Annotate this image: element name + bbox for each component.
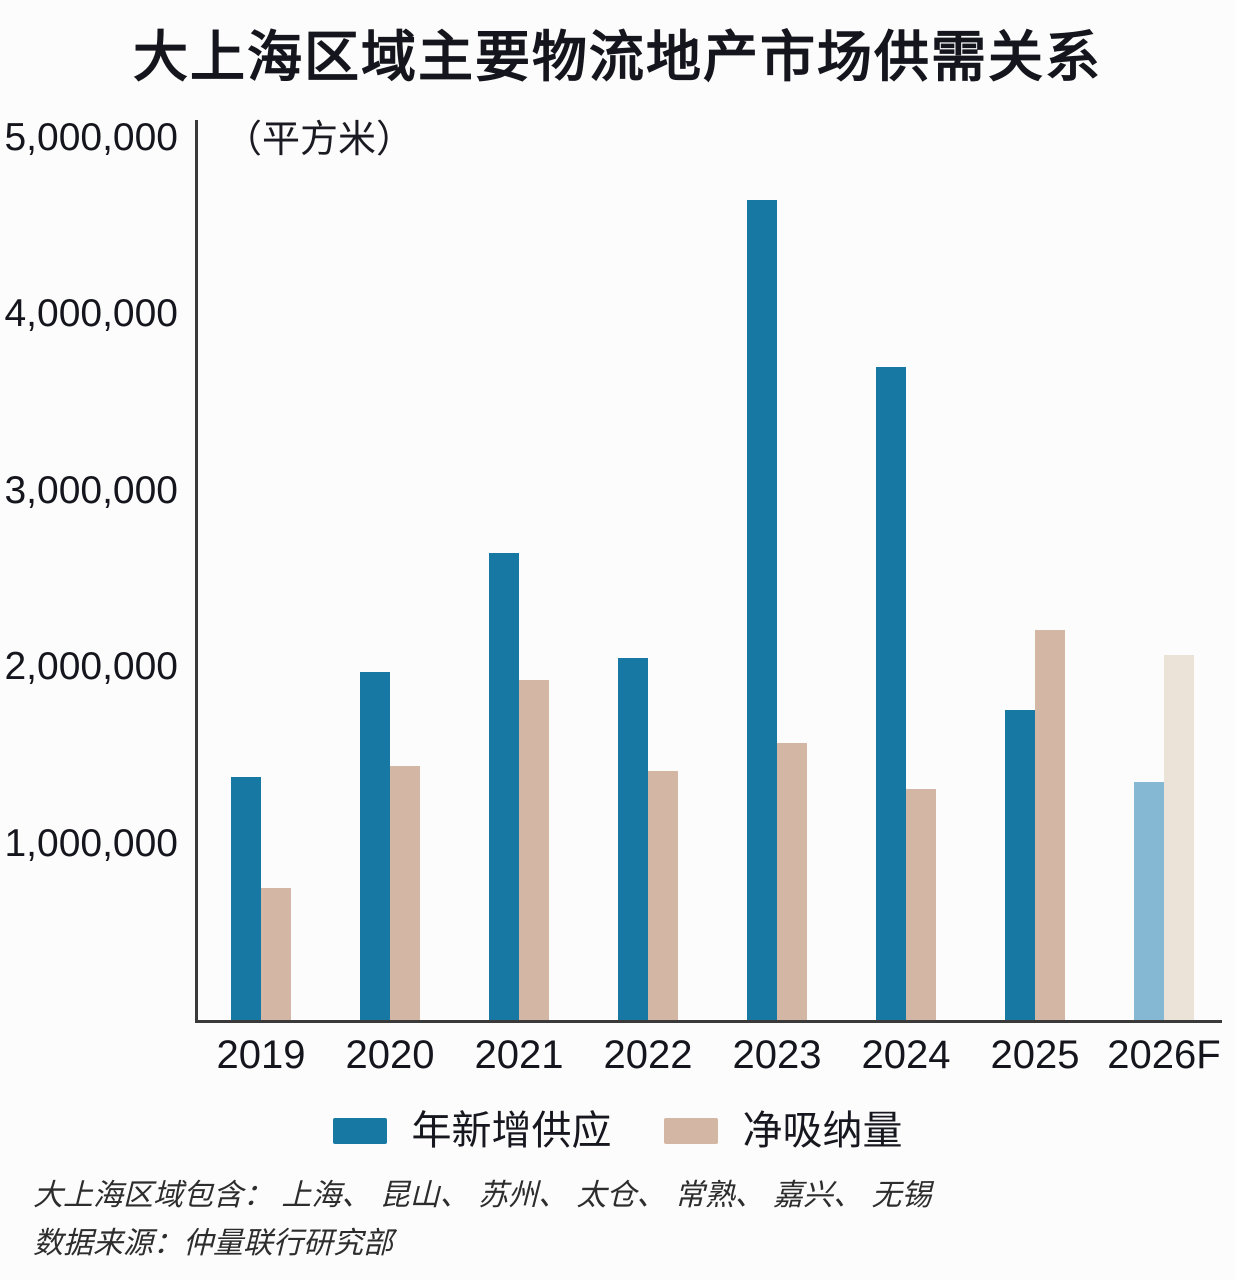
- legend-item-supply: 年新增供应: [332, 1106, 612, 1156]
- bar-supply-2019: [231, 776, 261, 1020]
- legend-swatch-supply-icon: [332, 1118, 387, 1144]
- x-axis-label-2020: 2020: [345, 1033, 435, 1077]
- x-axis-label-2021: 2021: [474, 1033, 564, 1077]
- x-axis-label-2019: 2019: [216, 1033, 306, 1077]
- bar-supply-2022: [618, 658, 648, 1020]
- y-axis-tick-label: 2,000,000: [4, 645, 178, 689]
- legend-label-absorption: 净吸纳量: [742, 1109, 903, 1153]
- bar-supply-2026F: [1134, 781, 1164, 1020]
- y-axis-unit-label: （平方米）: [224, 119, 415, 161]
- bar-absorption-2021: [519, 679, 549, 1020]
- bar-absorption-2022: [648, 771, 678, 1020]
- y-axis-tick-label: 4,000,000: [4, 292, 178, 336]
- y-axis-tick-label: 3,000,000: [4, 468, 178, 512]
- chart-legend: 年新增供应 净吸纳量: [0, 1106, 1235, 1156]
- legend-item-absorption: 净吸纳量: [663, 1106, 903, 1156]
- x-axis-label-2022: 2022: [603, 1033, 693, 1077]
- bar-absorption-2020: [390, 765, 420, 1020]
- footnote-data-source: 数据来源：仲量联行研究部: [33, 1227, 393, 1260]
- bar-supply-2023: [747, 199, 777, 1020]
- bar-supply-2020: [360, 672, 390, 1020]
- y-axis-line: [195, 120, 198, 1023]
- chart-title: 大上海区域主要物流地产市场供需关系: [132, 26, 1102, 88]
- x-axis-line: [195, 1020, 1222, 1023]
- legend-label-supply: 年新增供应: [411, 1109, 612, 1153]
- x-axis-label-2023: 2023: [732, 1033, 822, 1077]
- bar-supply-2021: [489, 552, 519, 1020]
- bar-absorption-2025: [1035, 630, 1065, 1020]
- y-axis-tick-label: 1,000,000: [4, 821, 178, 865]
- bar-supply-2025: [1005, 709, 1035, 1020]
- footnote-region-scope: 大上海区域包含： 上海、 昆山、 苏州、 太仓、 常熟、 嘉兴、 无锡: [33, 1179, 932, 1212]
- x-axis-label-2026F: 2026F: [1107, 1033, 1221, 1077]
- chart-footnotes: 大上海区域包含： 上海、 昆山、 苏州、 太仓、 常熟、 嘉兴、 无锡 数据来源…: [33, 1172, 931, 1268]
- bar-absorption-2026F: [1164, 654, 1194, 1020]
- y-axis-tick-label: 5,000,000: [4, 116, 178, 159]
- bar-supply-2024: [876, 367, 906, 1020]
- bar-absorption-2024: [906, 788, 936, 1020]
- x-axis-label-2025: 2025: [990, 1033, 1080, 1077]
- bar-absorption-2023: [777, 743, 807, 1020]
- legend-swatch-absorption-icon: [663, 1118, 718, 1144]
- x-axis-label-2024: 2024: [861, 1033, 951, 1077]
- bar-absorption-2019: [261, 887, 291, 1020]
